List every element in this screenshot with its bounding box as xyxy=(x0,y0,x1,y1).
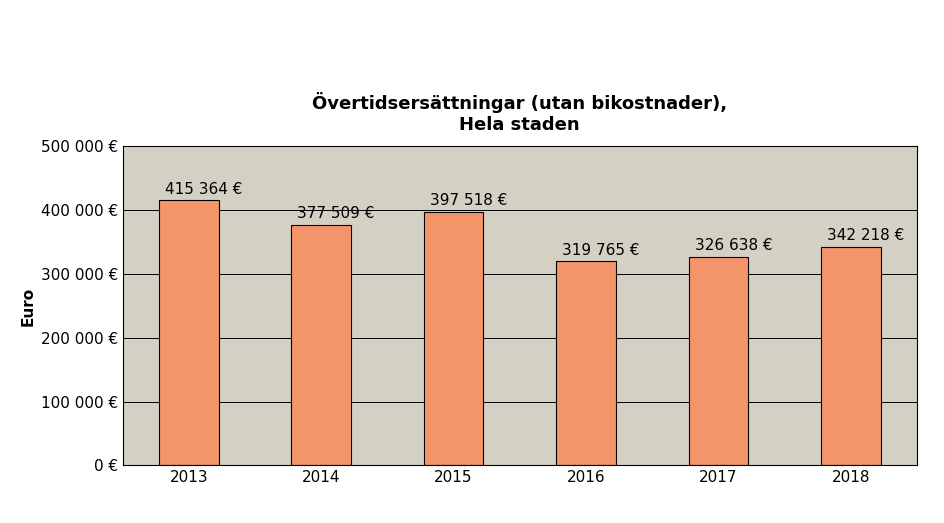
Bar xyxy=(688,257,748,465)
Bar xyxy=(159,200,218,465)
Text: 326 638 €: 326 638 € xyxy=(694,238,771,253)
Text: 377 509 €: 377 509 € xyxy=(297,206,374,221)
Text: 415 364 €: 415 364 € xyxy=(164,181,242,197)
Text: 342 218 €: 342 218 € xyxy=(826,228,903,243)
Bar xyxy=(556,262,615,465)
Text: 319 765 €: 319 765 € xyxy=(562,243,639,258)
Y-axis label: Euro: Euro xyxy=(20,287,35,325)
Text: 397 518 €: 397 518 € xyxy=(430,193,507,208)
Bar xyxy=(423,212,482,465)
Title: Övertidsersättningar (utan bikostnader),
Hela staden: Övertidsersättningar (utan bikostnader),… xyxy=(312,92,727,134)
Bar xyxy=(291,224,350,465)
Bar xyxy=(820,247,880,465)
